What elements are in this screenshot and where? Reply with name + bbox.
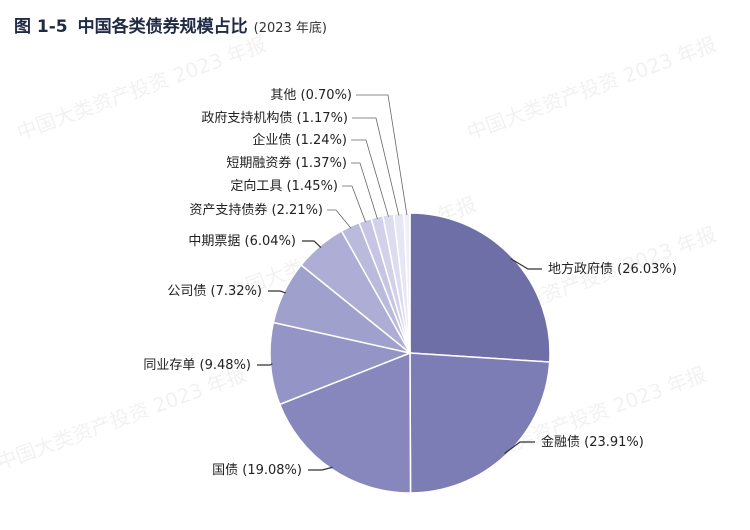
leader-line xyxy=(257,363,273,366)
watermark-text: 中国大类资产投资 2023 年报 xyxy=(0,362,249,475)
slice-label: 中期票据 (6.04%) xyxy=(188,234,296,249)
slice-label: 国债 (19.08%) xyxy=(212,463,302,478)
slice-label: 公司债 (7.32%) xyxy=(167,284,262,299)
slice-label: 定向工具 (1.45%) xyxy=(230,178,338,194)
slice-label: 地方政府债 (26.03%) xyxy=(548,261,677,277)
slice-label: 短期融资券 (1.37%) xyxy=(226,155,347,171)
leader-line xyxy=(510,258,542,270)
leader-line xyxy=(504,441,535,454)
slice-label: 企业债 (1.24%) xyxy=(252,132,347,148)
leader-line xyxy=(327,209,352,229)
leader-line xyxy=(268,290,286,294)
leader-line xyxy=(351,139,389,217)
leader-line xyxy=(302,240,322,248)
slice-label: 政府支持机构债 (1.17%) xyxy=(201,111,348,126)
leader-line xyxy=(308,466,333,471)
leader-line xyxy=(351,162,378,220)
watermark-text: 中国大类资产投资 2023 年报 xyxy=(14,32,270,145)
pie-slice xyxy=(278,351,412,494)
leader-line xyxy=(356,94,408,216)
pie-slices xyxy=(269,212,551,494)
slice-labels: 地方政府债 (26.03%) 金融债 (23.91%) 国债 (19.08%) 同业存… xyxy=(143,88,676,478)
pie-slice xyxy=(269,321,413,406)
watermark-text: 中国大类资产投资 2023 年报 xyxy=(464,32,720,145)
leader-line xyxy=(342,185,367,223)
figure-title-row: 图 1-5 中国各类债券规模占比 (2023 年底) xyxy=(14,12,327,37)
pie-slice xyxy=(409,352,551,494)
leader-lines xyxy=(257,94,542,471)
figure-title: 中国各类债券规模占比 xyxy=(77,17,248,37)
slice-label: 其他 (0.70%) xyxy=(270,88,352,103)
slice-label: 资产支持债券 (2.21%) xyxy=(189,202,323,218)
leader-line xyxy=(352,117,400,216)
slice-label: 同业存单 (9.48%) xyxy=(143,358,251,373)
figure-number: 图 1-5 xyxy=(14,17,68,37)
pie-slice xyxy=(409,212,551,363)
slice-label: 金融债 (23.91%) xyxy=(541,434,644,450)
figure-subtitle: (2023 年底) xyxy=(253,21,328,36)
